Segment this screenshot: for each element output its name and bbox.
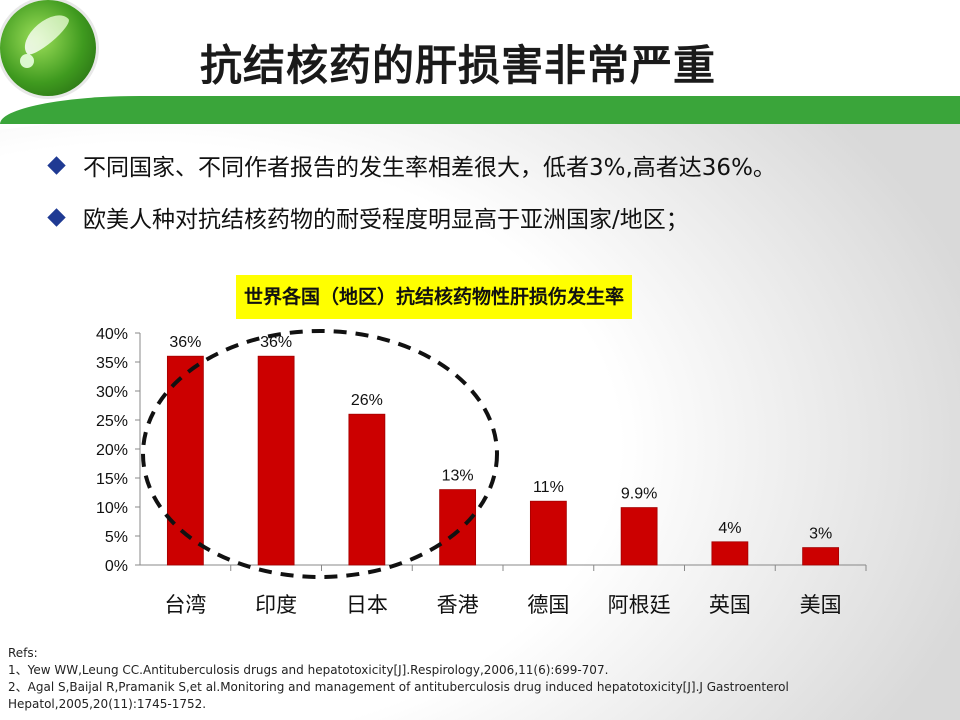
- y-tick-label: 10%: [96, 500, 128, 517]
- reference-line: Hepatol,2005,20(11):1745-1752.: [8, 697, 207, 711]
- data-label: 13%: [442, 468, 474, 485]
- y-tick-label: 5%: [105, 529, 128, 546]
- x-category-label: 日本: [346, 593, 388, 617]
- bar: [257, 355, 295, 566]
- data-label: 11%: [533, 479, 564, 496]
- x-category-label: 印度: [255, 593, 297, 617]
- y-tick-label: 35%: [96, 355, 128, 372]
- refs-heading: Refs:: [8, 646, 38, 660]
- data-label: 4%: [718, 520, 741, 537]
- bar: [529, 500, 567, 566]
- y-tick-label: 40%: [96, 326, 128, 343]
- x-category-label: 德国: [527, 593, 569, 617]
- data-label: 9.9%: [621, 486, 657, 503]
- bullet-text: 不同国家、不同作者报告的发生率相差很大，低者3%,高者达36%。: [83, 155, 776, 181]
- bar: [802, 547, 840, 566]
- y-tick-label: 20%: [96, 442, 128, 459]
- highlight-ellipse: [141, 329, 499, 579]
- y-tick-label: 25%: [96, 413, 128, 430]
- x-category-label: 台湾: [164, 593, 206, 617]
- bar: [166, 355, 204, 566]
- reference-line: 1、Yew WW,Leung CC.Antituberculosis drugs…: [8, 663, 609, 677]
- page-title: 抗结核药的肝损害非常严重: [200, 41, 717, 90]
- chart-title: 世界各国（地区）抗结核药物性肝损伤发生率: [236, 275, 633, 319]
- bullet-item: 不同国家、不同作者报告的发生率相差很大，低者3%,高者达36%。: [44, 150, 924, 181]
- references: Refs: 1、Yew WW,Leung CC.Antituberculosis…: [8, 645, 958, 713]
- bullet-list: 不同国家、不同作者报告的发生率相差很大，低者3%,高者达36%。 欧美人种对抗结…: [44, 150, 924, 254]
- y-tick-label: 0%: [105, 558, 128, 575]
- x-category-label: 美国: [800, 593, 842, 617]
- x-category-label: 英国: [709, 593, 751, 617]
- x-category-label: 香港: [437, 593, 479, 617]
- data-label: 36%: [169, 334, 201, 351]
- header-accent-stripe: [0, 96, 960, 124]
- data-label: 36%: [260, 334, 292, 351]
- bar: [439, 489, 477, 566]
- bullet-item: 欧美人种对抗结核药物的耐受程度明显高于亚洲国家/地区；: [44, 202, 924, 233]
- y-tick-label: 15%: [96, 471, 128, 488]
- reference-line: 2、Agal S,Baijal R,Pramanik S,et al.Monit…: [8, 680, 789, 694]
- header-bar: [0, 0, 960, 96]
- leaf-logo-icon: [0, 0, 96, 96]
- bullet-text: 欧美人种对抗结核药物的耐受程度明显高于亚洲国家/地区；: [83, 207, 689, 233]
- bar: [620, 507, 658, 566]
- y-tick-label: 30%: [96, 384, 128, 401]
- x-category-label: 阿根廷: [608, 593, 671, 617]
- data-label: 3%: [809, 526, 832, 543]
- data-label: 26%: [351, 392, 383, 409]
- bar: [348, 413, 386, 566]
- bar: [711, 541, 749, 566]
